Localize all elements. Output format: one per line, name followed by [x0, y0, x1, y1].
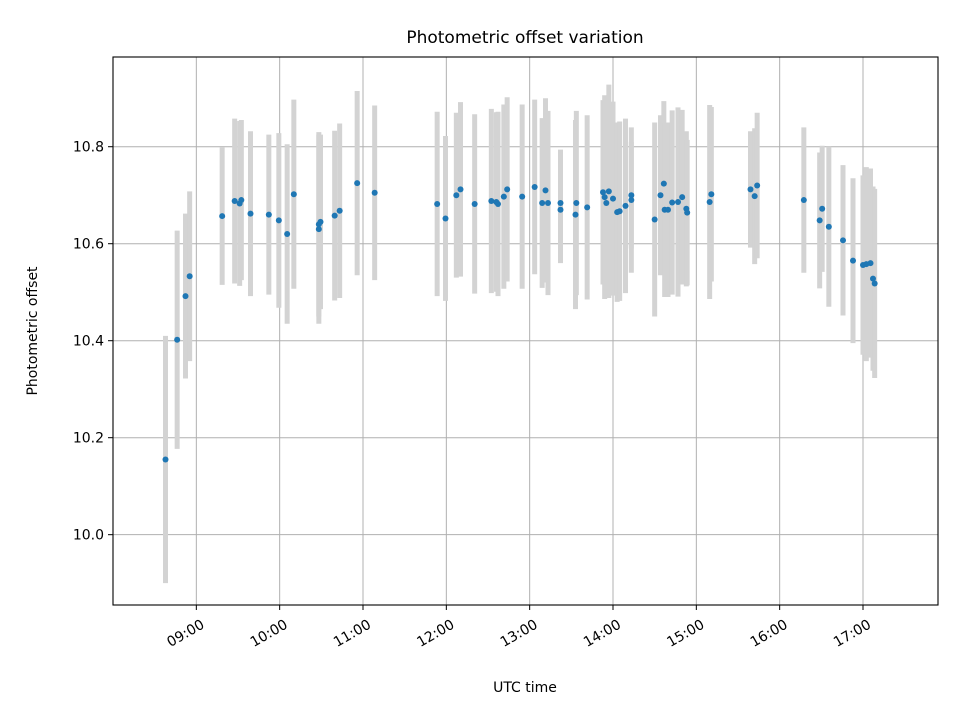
data-point: [495, 200, 501, 207]
data-point: [747, 186, 754, 193]
data-point: [531, 183, 538, 190]
data-point: [504, 186, 511, 193]
data-point: [665, 206, 671, 213]
data-point: [275, 217, 282, 224]
chart-title: Photometric offset variation: [406, 28, 643, 48]
data-point: [186, 273, 193, 280]
data-point: [247, 210, 254, 217]
data-point: [231, 198, 238, 205]
data-point: [471, 200, 478, 207]
data-point: [679, 194, 686, 201]
data-point: [616, 208, 623, 215]
data-point: [519, 193, 526, 200]
data-point: [315, 226, 322, 233]
data-point: [601, 194, 608, 201]
data-point: [317, 218, 324, 225]
data-point: [182, 293, 189, 300]
y-tick-label: 10.6: [73, 237, 104, 253]
data-point: [816, 217, 823, 224]
data-point: [539, 199, 546, 206]
y-tick-label: 10.0: [73, 528, 104, 544]
data-point: [238, 197, 245, 204]
data-point: [870, 275, 876, 282]
data-point: [545, 199, 551, 206]
data-point: [622, 202, 629, 209]
data-point: [660, 180, 667, 187]
data-point: [336, 207, 343, 214]
data-point: [754, 182, 761, 189]
data-point: [162, 456, 169, 463]
data-point: [500, 193, 507, 200]
point-layer: [162, 180, 878, 463]
data-point: [871, 280, 878, 287]
data-point: [434, 200, 441, 207]
data-point: [706, 199, 713, 206]
data-point: [557, 206, 564, 213]
data-point: [542, 187, 549, 194]
x-axis-label: UTC time: [493, 680, 557, 696]
data-point: [628, 192, 635, 199]
data-point: [354, 180, 361, 187]
data-point: [371, 189, 378, 196]
data-point: [825, 223, 832, 230]
data-point: [219, 213, 226, 220]
data-point: [669, 199, 676, 206]
data-point: [453, 192, 460, 199]
data-point: [850, 257, 856, 264]
data-point: [557, 199, 564, 206]
data-point: [684, 209, 691, 216]
y-tick-label: 10.8: [73, 140, 104, 156]
data-point: [819, 205, 826, 212]
data-point: [442, 215, 449, 222]
data-point: [600, 189, 606, 196]
data-point: [867, 260, 874, 267]
data-point: [488, 198, 495, 205]
y-tick-label: 10.2: [73, 431, 104, 447]
data-point: [610, 195, 616, 202]
data-point: [628, 197, 635, 204]
plot-frame: [112, 56, 939, 606]
data-point: [290, 191, 297, 198]
data-point: [840, 237, 846, 244]
data-point: [657, 192, 664, 199]
data-point: [174, 336, 181, 343]
data-point: [751, 193, 758, 200]
data-point: [265, 211, 272, 218]
data-point: [284, 231, 291, 238]
data-point: [605, 188, 612, 195]
data-point: [708, 191, 715, 198]
data-point: [573, 199, 580, 206]
y-axis-label: Photometric offset: [25, 266, 41, 396]
data-point: [584, 204, 591, 211]
y-tick-label: 10.4: [73, 334, 104, 350]
data-point: [331, 212, 338, 219]
data-point: [603, 199, 610, 206]
data-point: [800, 197, 807, 204]
data-point: [651, 216, 658, 223]
data-point: [572, 211, 579, 218]
data-point: [675, 199, 681, 206]
data-point: [457, 186, 464, 193]
